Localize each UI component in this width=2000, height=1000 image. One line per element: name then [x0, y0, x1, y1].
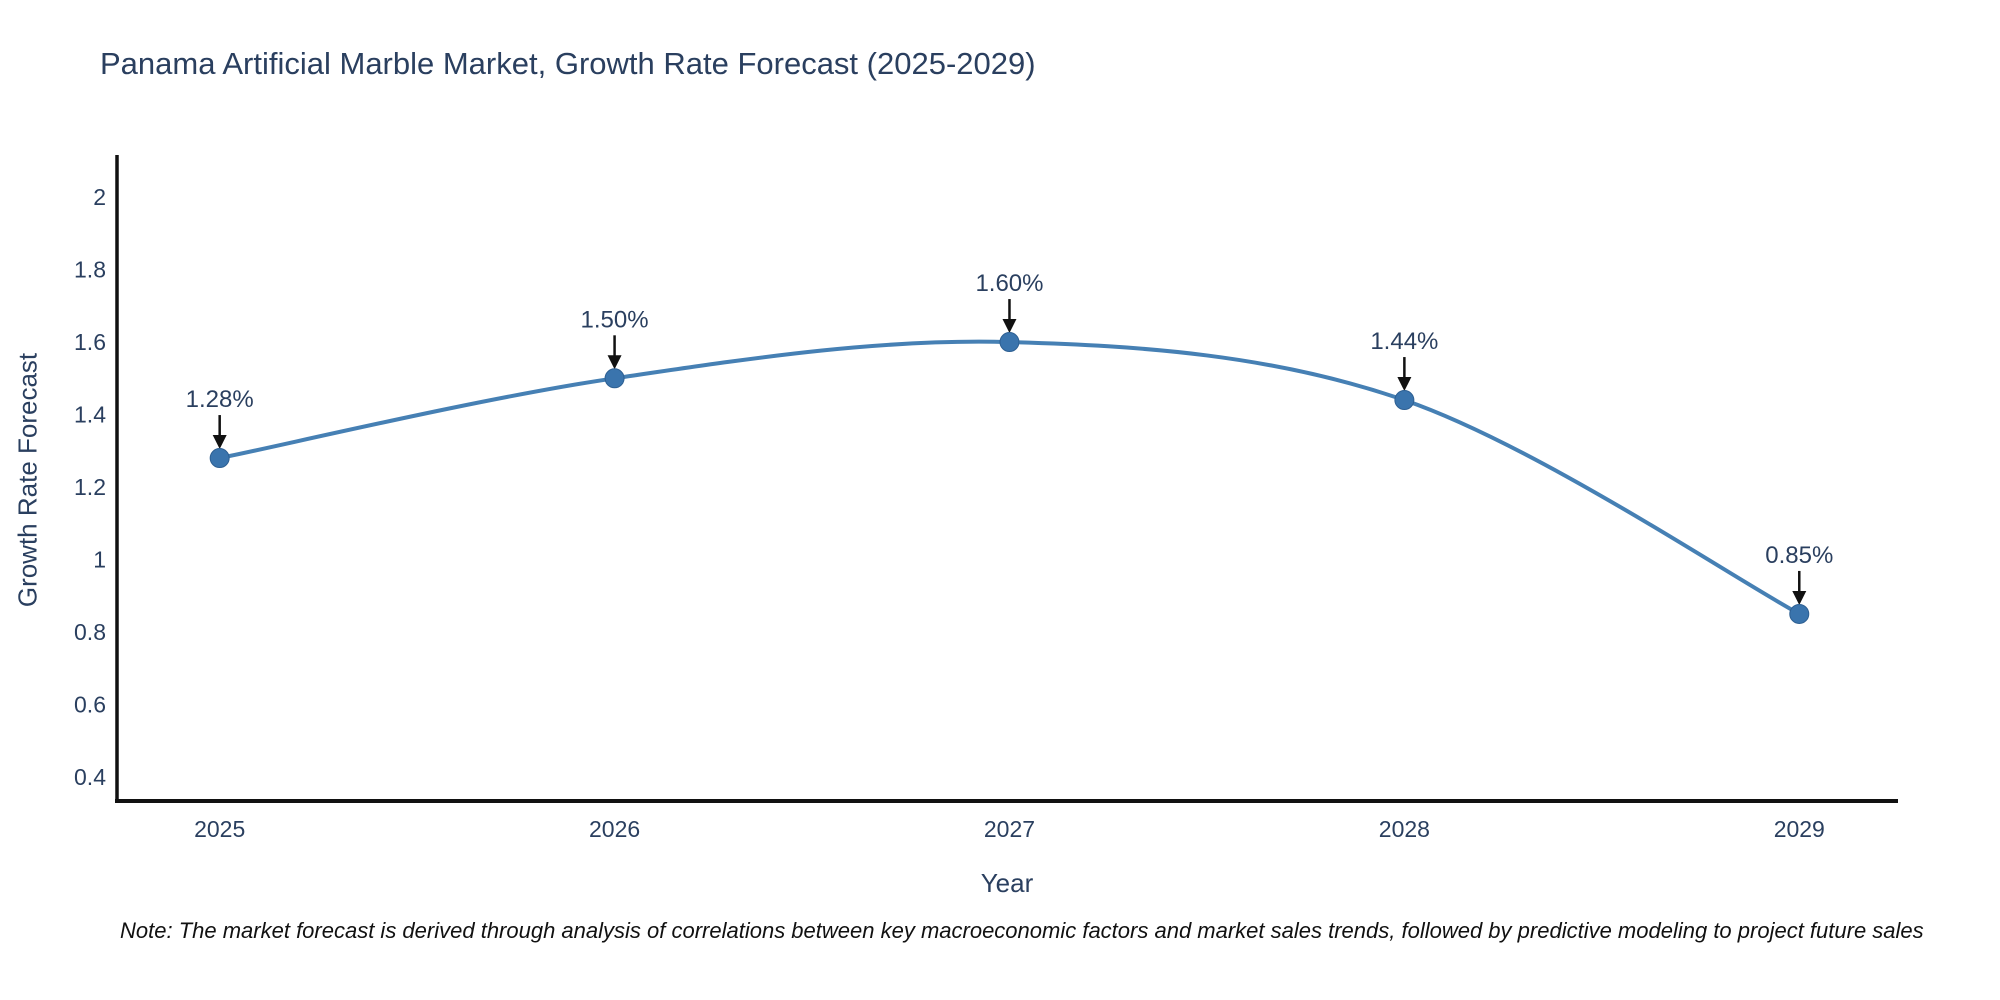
annotation-arrowhead-icon [1002, 319, 1017, 334]
y-tick-label: 0.6 [74, 692, 106, 718]
y-tick-label: 0.4 [74, 764, 106, 790]
annotation-arrowhead-icon [212, 435, 227, 450]
y-tick-label: 0.8 [74, 619, 106, 645]
x-tick-label: 2025 [194, 816, 245, 842]
y-tick-label: 1.4 [74, 402, 106, 428]
data-point-label: 1.28% [186, 386, 254, 413]
data-point-marker[interactable] [604, 368, 625, 389]
annotation-arrowhead-icon [1397, 377, 1412, 392]
x-tick-label: 2026 [589, 816, 640, 842]
y-tick-label: 1.8 [74, 257, 106, 283]
y-tick-label: 1.6 [74, 329, 106, 355]
data-point-label: 1.50% [581, 306, 649, 333]
x-tick-label: 2029 [1774, 816, 1825, 842]
chart-title: Panama Artificial Marble Market, Growth … [100, 46, 1036, 81]
annotation-arrowhead-icon [607, 355, 622, 370]
data-point-marker[interactable] [1394, 390, 1415, 411]
y-tick-label: 1.2 [74, 474, 106, 500]
y-tick-label: 2 [93, 184, 106, 210]
series-line [217, 339, 1802, 616]
x-axis-title: Year [980, 868, 1034, 898]
data-point-marker[interactable] [209, 448, 230, 469]
x-tick-label: 2027 [984, 816, 1035, 842]
data-point-marker[interactable] [1789, 603, 1810, 624]
footnote: Note: The market forecast is derived thr… [120, 918, 1924, 943]
data-point-label: 0.85% [1765, 542, 1833, 569]
data-point-label: 1.60% [975, 270, 1043, 297]
x-tick-label: 2028 [1379, 816, 1430, 842]
annotation-arrowhead-icon [1792, 590, 1807, 605]
data-point-marker[interactable] [999, 332, 1020, 353]
data-point-label: 1.44% [1370, 328, 1438, 355]
y-tick-label: 1 [93, 547, 106, 573]
